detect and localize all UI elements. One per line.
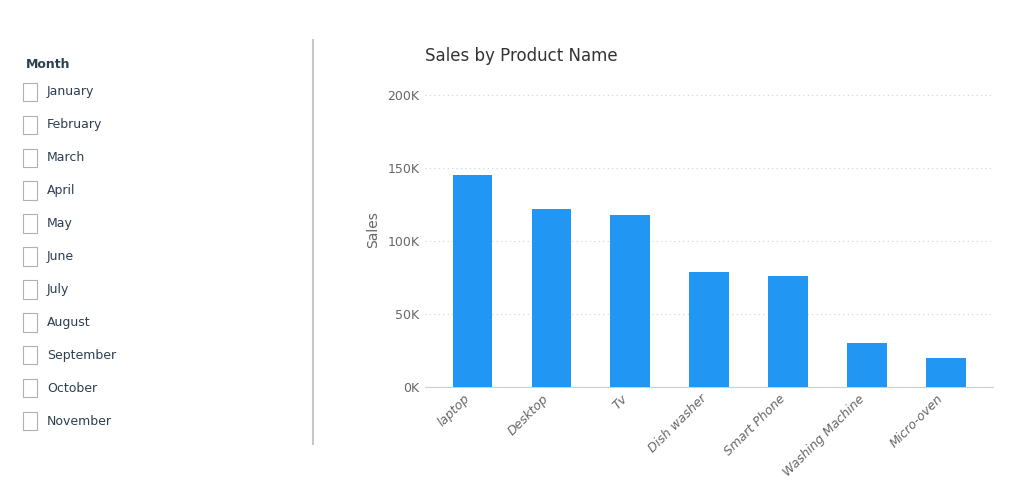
Bar [23, 149, 37, 167]
Text: April: April [47, 184, 76, 197]
Bar [23, 313, 37, 332]
Text: May: May [47, 217, 73, 230]
Text: Month: Month [26, 58, 71, 71]
Text: Sales by Product Name: Sales by Product Name [425, 47, 617, 65]
Text: November: November [47, 415, 112, 427]
Bar [768, 276, 808, 387]
Bar [23, 247, 37, 266]
Bar [926, 358, 966, 387]
Bar [689, 272, 729, 387]
Text: June: June [47, 250, 74, 263]
Text: September: September [47, 349, 116, 362]
Bar [23, 280, 37, 299]
Bar [23, 412, 37, 430]
Text: March: March [47, 151, 85, 164]
Bar [23, 116, 37, 134]
Bar [453, 175, 493, 387]
Bar [23, 182, 37, 200]
Bar [847, 343, 887, 387]
Bar [531, 209, 571, 387]
Bar [23, 346, 37, 364]
Bar [23, 214, 37, 233]
Y-axis label: Sales: Sales [367, 212, 381, 248]
Bar [23, 83, 37, 101]
Text: August: August [47, 316, 90, 329]
Text: January: January [47, 86, 94, 98]
Bar [23, 379, 37, 397]
Bar [610, 214, 650, 387]
Text: July: July [47, 283, 70, 296]
Text: October: October [47, 382, 97, 394]
Text: February: February [47, 119, 102, 131]
